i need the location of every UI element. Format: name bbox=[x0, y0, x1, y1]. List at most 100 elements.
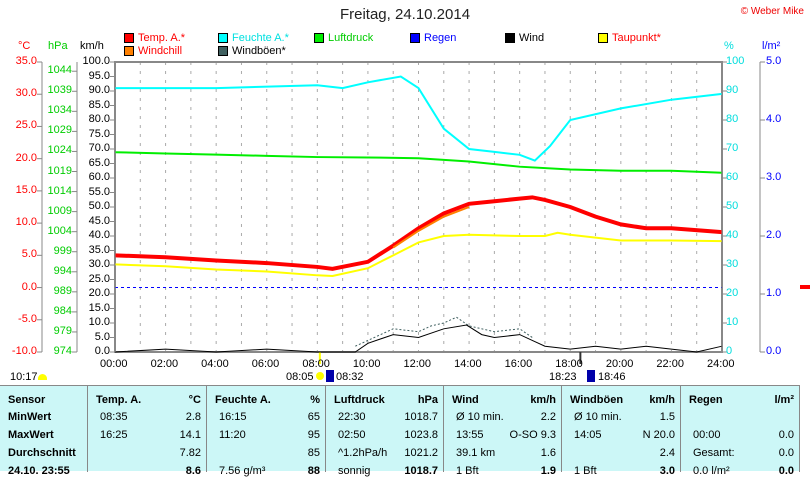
wind-tick-label: 25.0 bbox=[88, 272, 110, 285]
pressure-tick-label: 1024 bbox=[47, 144, 72, 157]
wind-tick-label: 85.0 bbox=[88, 98, 110, 111]
legend-label: Wind bbox=[519, 32, 545, 44]
x-tick-label: 02:00 bbox=[150, 358, 179, 370]
legend-swatch bbox=[124, 33, 134, 43]
row-label: MaxWert bbox=[8, 429, 54, 441]
wind-tick-label: 75.0 bbox=[88, 127, 110, 140]
wind-tick-label: 90.0 bbox=[88, 84, 110, 96]
cell-time: Ø 10 min. bbox=[574, 411, 622, 423]
pressure-tick-label: 1034 bbox=[47, 104, 72, 117]
series-temp-a- bbox=[114, 195, 723, 271]
table-column bbox=[0, 386, 88, 472]
column-unit: °C bbox=[188, 394, 201, 406]
cell-value: 95 bbox=[307, 429, 320, 441]
cell-value: 85 bbox=[307, 447, 320, 459]
column-unit: km/h bbox=[530, 394, 556, 406]
cell-time: 1 Bft bbox=[574, 465, 597, 477]
cell-time: 02:50 bbox=[338, 429, 366, 441]
sunset-time: 18:23 bbox=[549, 371, 577, 383]
row-label: 24.10. 23:55 bbox=[8, 465, 70, 477]
column-unit: km/h bbox=[649, 394, 675, 406]
x-tick-label: 14:00 bbox=[454, 358, 482, 370]
x-tick-label: 22:00 bbox=[656, 358, 684, 370]
x-tick-label: 10:00 bbox=[352, 358, 381, 370]
cell-value: 1.9 bbox=[540, 465, 556, 477]
legend-swatch bbox=[410, 33, 420, 43]
legend-item: Taupunkt* bbox=[598, 32, 661, 44]
temp-tick-label: 15.0 bbox=[15, 183, 37, 196]
humidity-tick-label: 20 bbox=[726, 287, 739, 299]
cell-value: 1021.2 bbox=[404, 447, 438, 459]
humidity-tick-label: 0 bbox=[726, 345, 733, 357]
pressure-tick-label: 1014 bbox=[47, 184, 72, 197]
column-header: Regen bbox=[689, 394, 723, 406]
pressure-unit: hPa bbox=[48, 40, 68, 52]
cell-time: 0.0 l/m² bbox=[693, 465, 730, 477]
column-unit: l/m² bbox=[774, 394, 794, 406]
wind-tick-label: 95.0 bbox=[88, 69, 110, 82]
current-time: 10:17 bbox=[10, 371, 38, 383]
cell-value: 1018.7 bbox=[404, 411, 438, 423]
wind-tick-label: 20.0 bbox=[88, 287, 110, 299]
sun-icon bbox=[38, 374, 47, 380]
wind-tick-label: 5.0 bbox=[94, 330, 110, 343]
legend-item: Wind bbox=[505, 32, 544, 44]
wind-tick-label: 55.0 bbox=[88, 185, 110, 198]
legend-swatch bbox=[218, 33, 228, 43]
table-column bbox=[88, 386, 207, 472]
cell-value: N 20.0 bbox=[642, 429, 675, 441]
x-tick-label: 06:00 bbox=[251, 358, 280, 370]
cell-value: 7.82 bbox=[179, 447, 201, 459]
wind-unit: km/h bbox=[80, 40, 104, 52]
pressure-tick-label: 989 bbox=[53, 284, 72, 297]
sunrise-time-2: 08:32 bbox=[336, 371, 364, 383]
temp-tick-label: 25.0 bbox=[15, 119, 37, 132]
temp-tick-label: 20.0 bbox=[15, 151, 37, 164]
column-header: Temp. A. bbox=[96, 394, 142, 406]
humidity-tick-label: 60 bbox=[726, 171, 739, 183]
wind-tick-label: 65.0 bbox=[88, 156, 110, 169]
pressure-tick-label: 1039 bbox=[47, 84, 72, 97]
row-label: MinWert bbox=[8, 411, 52, 423]
legend-label: Windböen* bbox=[232, 45, 286, 57]
temp-unit: °C bbox=[18, 40, 31, 52]
pressure-tick-label: 999 bbox=[53, 244, 72, 257]
column-header: Sensor bbox=[8, 394, 46, 406]
page-title: Freitag, 24.10.2014 bbox=[339, 6, 471, 23]
humidity-tick-label: 40 bbox=[726, 229, 739, 241]
wind-tick-label: 45.0 bbox=[88, 214, 110, 227]
wind-tick-label: 10.0 bbox=[88, 316, 110, 328]
pressure-tick-label: 1044 bbox=[47, 64, 72, 77]
cell-time: 11:20 bbox=[219, 429, 246, 441]
cell-time: Gesamt: bbox=[693, 447, 735, 459]
x-tick-label: 00:00 bbox=[100, 358, 128, 370]
cell-time: 22:30 bbox=[338, 411, 366, 423]
cell-time: 7.56 g/m³ bbox=[219, 465, 266, 477]
series-windb-en bbox=[355, 316, 533, 347]
legend-swatch bbox=[598, 33, 608, 43]
cell-time: 13:55 bbox=[456, 429, 484, 441]
column-header: Wind bbox=[452, 394, 479, 406]
wind-tick-label: 30.0 bbox=[88, 258, 110, 270]
rain-unit: l/m² bbox=[762, 40, 781, 52]
cell-time: Ø 10 min. bbox=[456, 411, 504, 423]
cell-value: 1.6 bbox=[540, 447, 556, 459]
temp-tick-label: 0.0 bbox=[21, 280, 37, 293]
wind-tick-label: 70.0 bbox=[88, 142, 110, 154]
legend-item: Temp. A.* bbox=[124, 32, 185, 44]
cell-value: 3.0 bbox=[659, 465, 675, 477]
sunset-time-2: 18:46 bbox=[598, 371, 626, 383]
legend-swatch bbox=[124, 46, 134, 56]
cell-value: 1023.8 bbox=[404, 429, 438, 441]
cell-value: 8.6 bbox=[185, 465, 201, 477]
cell-time: 08:35 bbox=[100, 411, 128, 423]
rain-tick-label: 2.0 bbox=[766, 229, 782, 241]
wind-tick-label: 50.0 bbox=[88, 200, 110, 212]
series-windchill bbox=[392, 206, 470, 249]
cell-value: 2.4 bbox=[659, 447, 675, 459]
pressure-tick-label: 994 bbox=[53, 264, 72, 277]
legend-item: Luftdruck bbox=[314, 32, 373, 44]
x-tick-label: 24:00 bbox=[707, 358, 735, 370]
column-header: Luftdruck bbox=[334, 394, 385, 406]
legend-item: Windböen* bbox=[218, 45, 286, 57]
